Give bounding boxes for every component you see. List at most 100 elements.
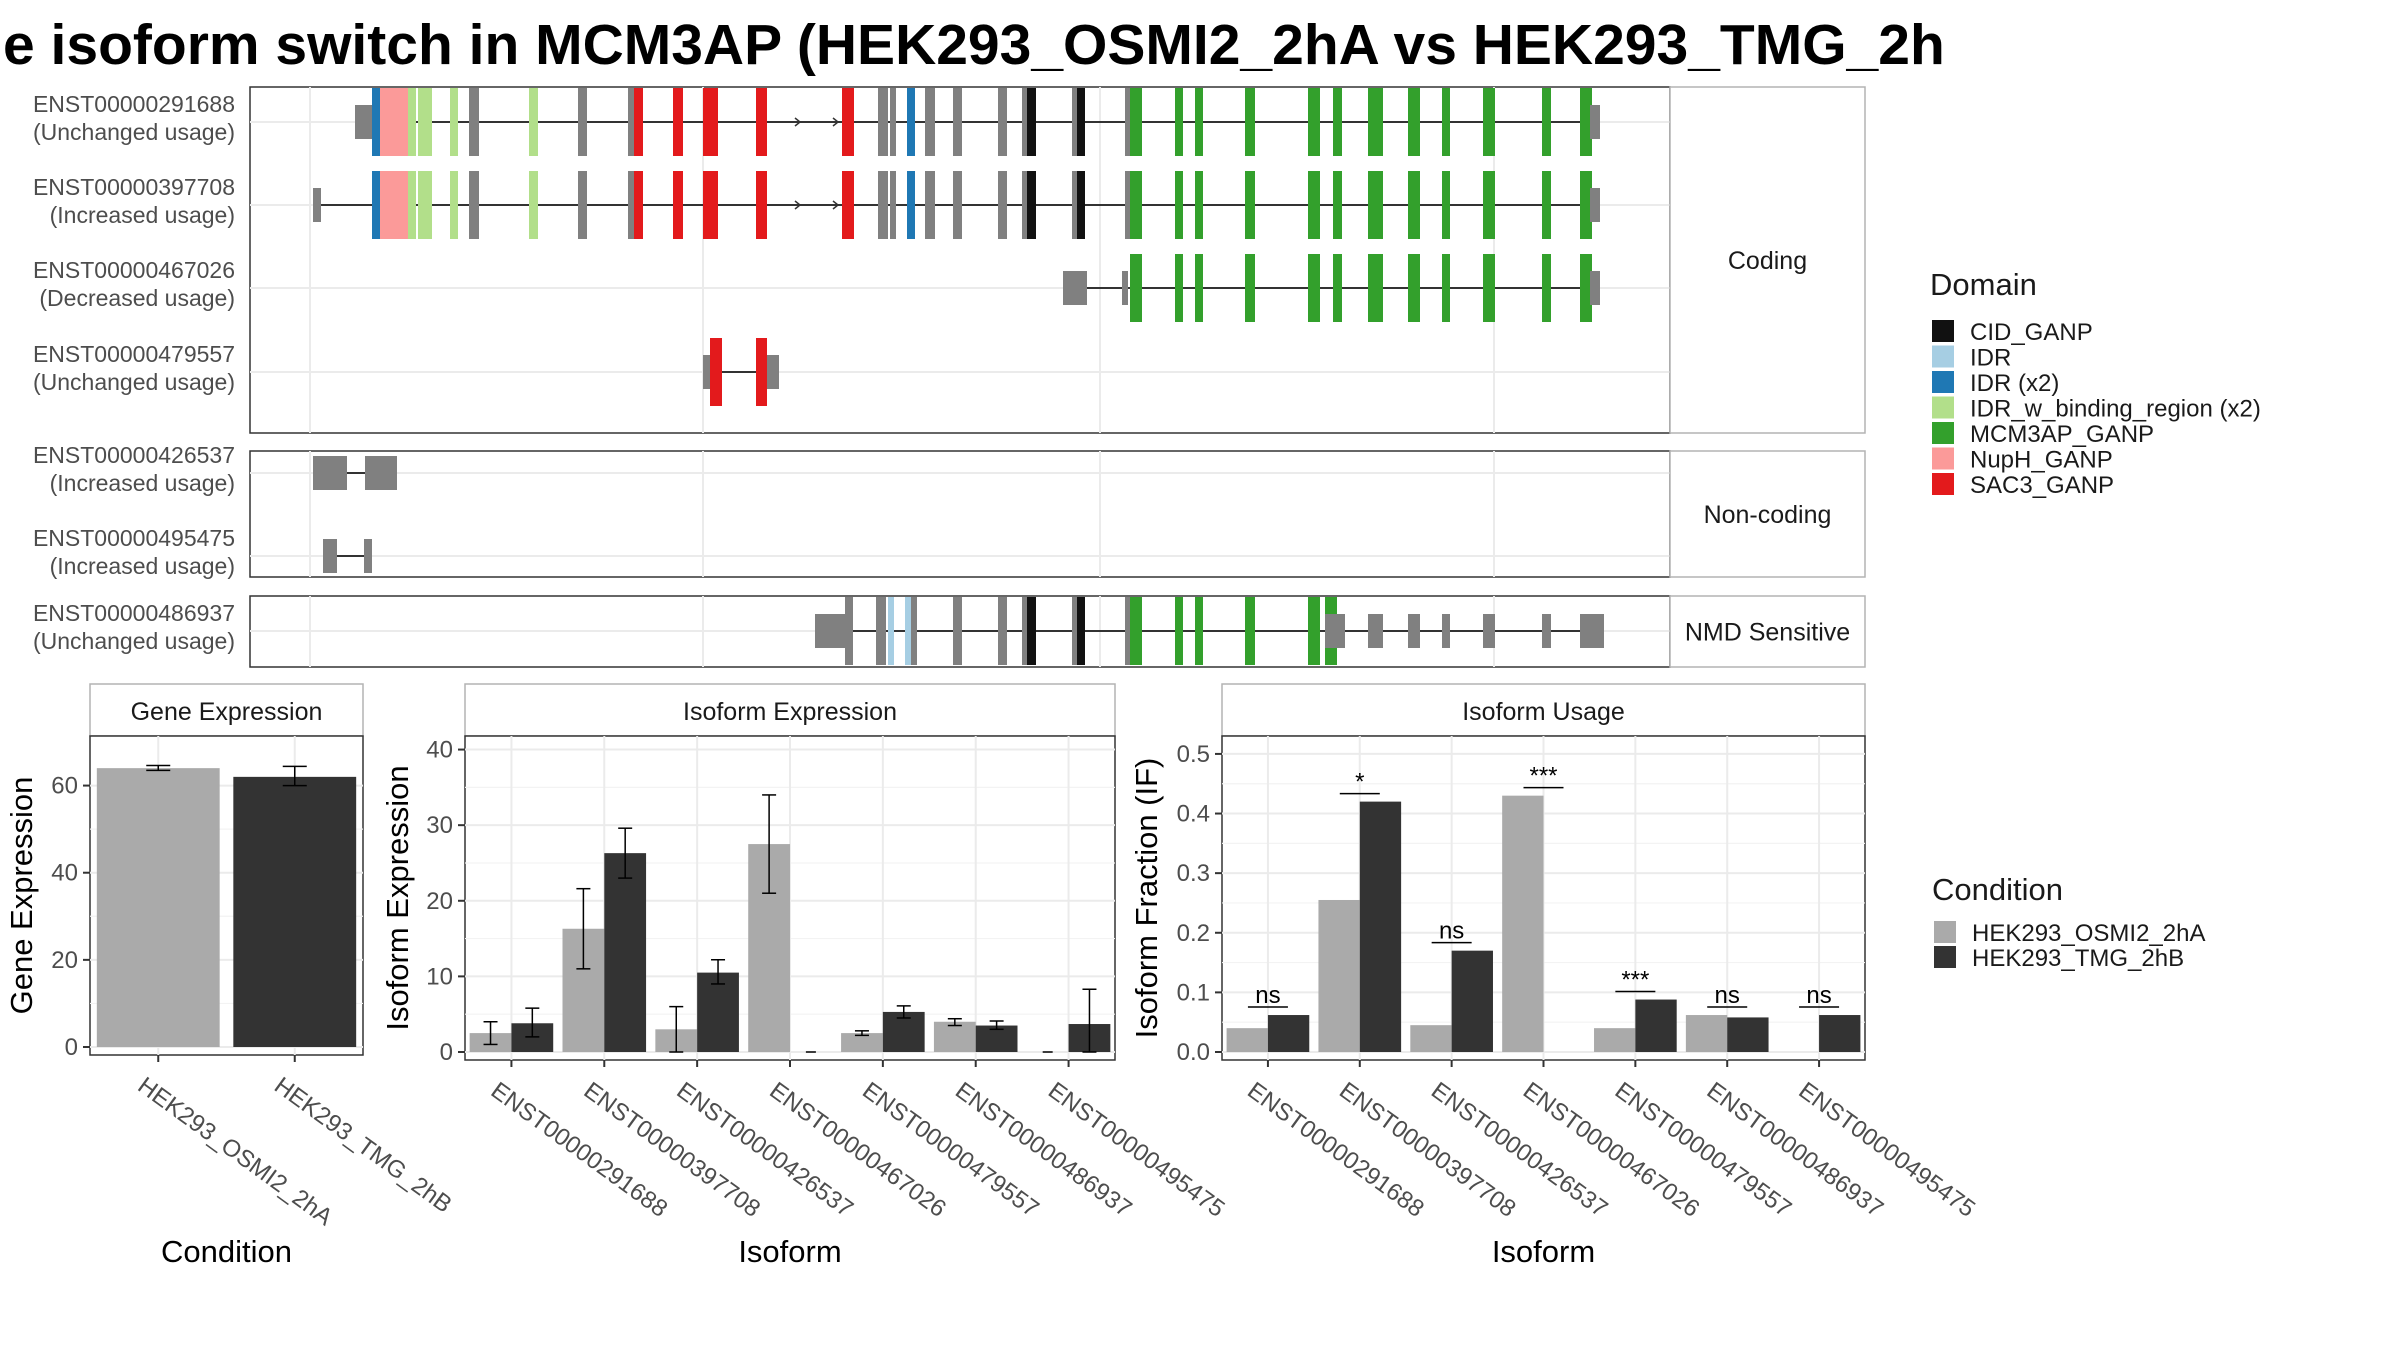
exon-block <box>953 88 962 156</box>
exon-block <box>953 171 962 239</box>
exon-block <box>673 88 683 156</box>
exon-block <box>1027 171 1036 239</box>
y-axis-title: Isoform Expression <box>380 765 415 1030</box>
exon-block <box>1245 597 1255 665</box>
exon-block <box>1580 254 1592 322</box>
transcript-id-label: ENST00000495475 <box>33 525 235 551</box>
domain-legend-swatch <box>1932 320 1954 342</box>
exon-block <box>842 88 854 156</box>
exon-block <box>1368 614 1383 648</box>
significance-label: * <box>1355 769 1364 796</box>
condition-legend-label: HEK293_TMG_2hB <box>1972 945 2184 972</box>
exon-block <box>1245 88 1255 156</box>
exon-block <box>450 88 458 156</box>
y-tick-label: 0.1 <box>1177 979 1210 1006</box>
significance-label: *** <box>1529 763 1557 790</box>
domain-legend-swatch <box>1932 371 1954 393</box>
exon-block <box>1333 171 1342 239</box>
figure-title: e isoform switch in MCM3AP (HEK293_OSMI2… <box>3 13 1945 77</box>
exon-block <box>1442 171 1450 239</box>
exon-block <box>634 88 643 156</box>
exon-block <box>907 171 915 239</box>
exon-block <box>1442 254 1450 322</box>
exon-block <box>1325 614 1345 648</box>
exon-block <box>1580 171 1592 239</box>
exon-block <box>1072 171 1081 239</box>
exon-block <box>628 88 634 156</box>
domain-legend-swatch <box>1932 447 1954 470</box>
x-axis-title: Isoform <box>738 1234 841 1269</box>
exon-block <box>1368 171 1383 239</box>
exon-block <box>1125 597 1131 665</box>
bar <box>1727 1017 1769 1052</box>
facet-label: NMD Sensitive <box>1685 619 1850 647</box>
exon-block <box>1542 171 1551 239</box>
domain-legend-swatch <box>1932 345 1954 368</box>
exon-block <box>925 88 935 156</box>
domain-legend-label: IDR_w_binding_region (x2) <box>1970 396 2261 423</box>
exon-block <box>911 597 917 665</box>
exon-block <box>925 171 935 239</box>
exon-block <box>1125 88 1131 156</box>
significance-label: ns <box>1255 982 1280 1009</box>
transcript-id-label: ENST00000291688 <box>33 91 235 117</box>
x-axis-title: Condition <box>161 1234 292 1269</box>
bar <box>1410 1025 1452 1052</box>
facet-strip <box>1669 86 1866 434</box>
exon-block <box>1027 597 1036 665</box>
exon-block <box>1580 614 1604 648</box>
exon-block <box>1130 254 1142 322</box>
exon-block <box>842 171 854 239</box>
exon-block <box>703 355 711 389</box>
bar <box>1451 950 1493 1052</box>
transcript-id-label: ENST00000486937 <box>33 600 235 626</box>
exon-block <box>1368 254 1383 322</box>
exon-block <box>998 171 1007 239</box>
exon-block <box>756 88 767 156</box>
exon-block <box>1442 88 1450 156</box>
exon-block <box>998 88 1007 156</box>
exon-block <box>380 88 408 156</box>
exon-block <box>998 597 1007 665</box>
y-tick-label: 0 <box>65 1034 78 1061</box>
exon-block <box>1072 88 1081 156</box>
transcript-id-label: ENST00000467026 <box>33 257 235 283</box>
exon-block <box>767 355 779 389</box>
y-tick-label: 30 <box>426 812 453 839</box>
exon-block <box>418 88 432 156</box>
significance-label: ns <box>1439 918 1464 945</box>
exon-block <box>578 88 587 156</box>
exon-block <box>1195 88 1203 156</box>
significance-label: ns <box>1715 982 1740 1009</box>
exon-block <box>355 105 373 139</box>
exon-block <box>1590 188 1600 222</box>
exon-block <box>953 597 962 665</box>
bar <box>1635 999 1677 1052</box>
exon-block <box>756 338 767 406</box>
exon-block <box>380 171 408 239</box>
exon-block <box>1542 254 1551 322</box>
y-tick-label: 20 <box>51 947 78 974</box>
exon-block <box>1077 597 1085 665</box>
bar <box>233 776 357 1047</box>
exon-block <box>1308 88 1320 156</box>
bar <box>933 1021 976 1052</box>
transcript-usage-label: (Unchanged usage) <box>33 369 235 395</box>
exon-block <box>1130 597 1142 665</box>
exon-block <box>1580 88 1592 156</box>
condition-legend-title: Condition <box>1932 872 2063 907</box>
exon-block <box>1408 171 1420 239</box>
exon-block <box>628 171 634 239</box>
chart-title: Gene Expression <box>131 698 323 726</box>
condition-legend-swatch <box>1934 946 1956 968</box>
exon-block <box>1408 614 1420 648</box>
exon-block <box>1408 88 1420 156</box>
exon-block <box>1542 88 1551 156</box>
exon-block <box>1442 614 1450 648</box>
transcript-id-label: ENST00000426537 <box>33 442 235 468</box>
bar <box>1359 801 1402 1052</box>
exon-block <box>1175 254 1183 322</box>
bar <box>1594 1028 1636 1052</box>
exon-block <box>418 171 432 239</box>
y-tick-label: 20 <box>426 888 453 915</box>
